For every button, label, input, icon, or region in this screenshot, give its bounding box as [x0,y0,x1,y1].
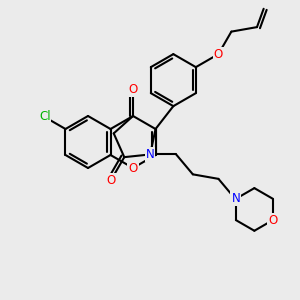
Text: N: N [232,192,240,205]
Text: O: O [128,161,138,175]
Text: N: N [231,192,239,205]
Text: O: O [214,48,223,61]
Text: O: O [268,214,278,226]
Text: Cl: Cl [39,110,50,124]
Text: O: O [128,83,138,96]
Text: O: O [106,174,116,187]
Text: N: N [146,148,154,161]
